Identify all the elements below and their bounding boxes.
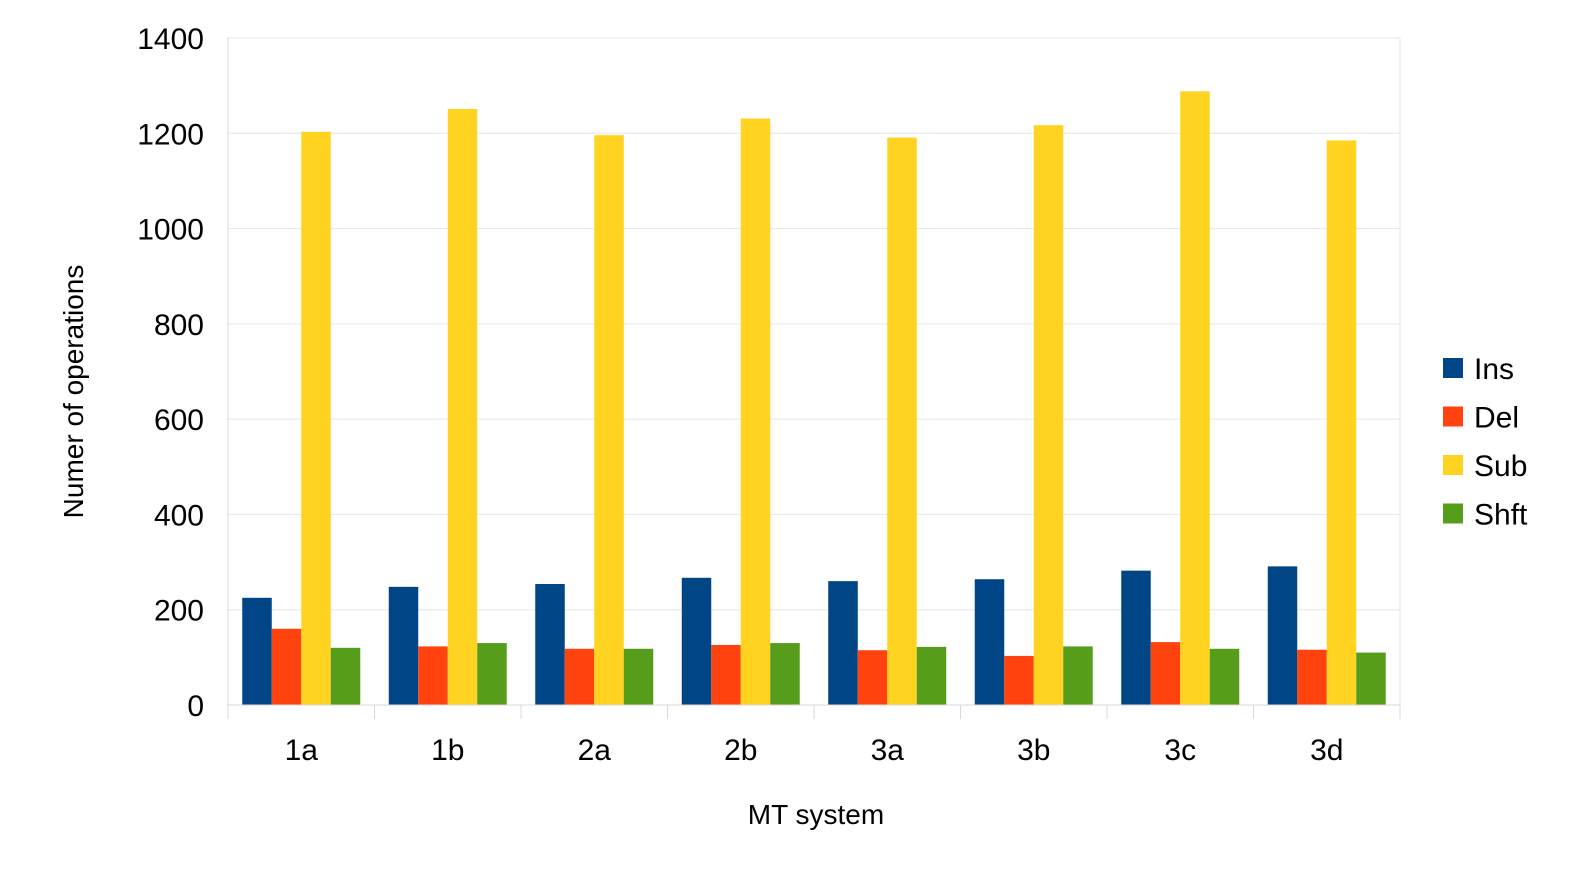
bar-shft-3c — [1209, 648, 1240, 705]
x-tick-label: 3b — [1017, 734, 1050, 767]
bar-sub-3b — [1033, 125, 1064, 706]
axes — [227, 38, 1401, 719]
x-tick-label: 1b — [431, 734, 464, 767]
x-tick-label: 2a — [578, 734, 612, 767]
bar-del-3d — [1297, 649, 1327, 705]
bar-sub-3c — [1180, 91, 1210, 706]
bar-del-3a — [857, 650, 888, 705]
bar-del-2a — [564, 648, 595, 705]
y-axis-title: Numer of operations — [58, 265, 89, 519]
bar-ins-3a — [828, 581, 858, 705]
bar-sub-3a — [887, 137, 917, 705]
bar-ins-3c — [1121, 570, 1151, 705]
bar-del-3b — [1004, 655, 1034, 705]
y-tick-label: 200 — [154, 595, 204, 628]
x-tick-label: 1a — [285, 734, 319, 767]
legend-swatch-shft — [1443, 503, 1463, 524]
legend-label-del: Del — [1474, 402, 1519, 435]
y-tick-label: 600 — [154, 404, 204, 437]
bar-del-3c — [1150, 642, 1181, 705]
x-tick-label: 3c — [1164, 734, 1196, 767]
y-tick-label: 400 — [154, 499, 204, 532]
y-tick-label: 1400 — [137, 23, 204, 56]
legend-swatch-del — [1443, 406, 1463, 427]
bar-shft-3d — [1356, 652, 1386, 705]
bar-shft-2b — [770, 643, 800, 705]
bar-shft-3b — [1063, 646, 1093, 705]
bar-ins-2a — [535, 583, 565, 705]
x-axis-title: MT system — [748, 799, 884, 830]
bar-ins-3b — [974, 579, 1005, 705]
bar-shft-3a — [916, 646, 947, 705]
bar-del-2b — [711, 644, 741, 705]
bar-shft-2a — [623, 648, 654, 705]
bars — [242, 91, 1386, 706]
bar-ins-3d — [1267, 566, 1298, 705]
y-tick-label: 0 — [187, 690, 204, 723]
legend-label-shft: Shft — [1474, 499, 1528, 532]
bar-shft-1b — [477, 643, 507, 705]
bar-del-1b — [418, 646, 448, 705]
bar-sub-1b — [447, 108, 478, 705]
bar-ins-1a — [242, 597, 272, 705]
legend-label-ins: Ins — [1474, 353, 1514, 386]
grid-lines — [228, 37, 1400, 611]
x-tick-label: 3a — [871, 734, 905, 767]
bar-sub-1a — [301, 131, 331, 705]
x-tick-labels: 1a 1b 2a 2b 3a 3b 3c 3d — [285, 734, 1344, 767]
y-tick-label: 800 — [154, 309, 204, 342]
legend-swatch-sub — [1443, 455, 1463, 475]
bar-sub-2b — [740, 118, 771, 706]
bar-shft-1a — [330, 647, 361, 705]
bar-ins-2b — [681, 577, 712, 705]
y-tick-label: 1200 — [137, 118, 204, 151]
bar-del-1a — [271, 628, 302, 705]
legend-swatch-ins — [1443, 358, 1463, 378]
legend: Ins Del Sub Shft — [1443, 353, 1528, 532]
legend-label-sub: Sub — [1474, 450, 1527, 483]
bar-sub-2a — [594, 135, 624, 706]
bar-ins-1b — [388, 586, 419, 705]
x-tick-label: 2b — [724, 734, 757, 767]
y-tick-labels: 0 200 400 600 800 1000 1200 1400 — [137, 23, 204, 723]
y-tick-label: 1000 — [137, 214, 204, 247]
x-tick-label: 3d — [1310, 734, 1343, 767]
bar-sub-3d — [1326, 140, 1357, 706]
